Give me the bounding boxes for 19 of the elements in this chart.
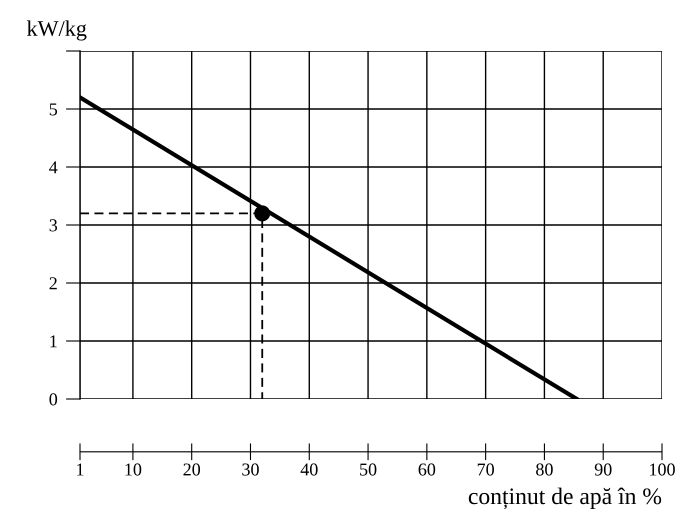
y-tick-label: 3	[50, 219, 58, 232]
y-axis-title: kW/kg	[26, 20, 87, 41]
x-tick-label: 70	[478, 463, 494, 476]
x-tick-label: 30	[242, 463, 259, 476]
x-tick-label: 10	[125, 463, 142, 476]
x-tick-label: 80	[536, 463, 553, 476]
y-tick-label: 0	[49, 393, 58, 406]
x-tick-label: 60	[418, 463, 436, 476]
x-tick-label: 20	[183, 463, 200, 476]
y-tick-label: 2	[50, 277, 57, 290]
x-tick-label: 1	[77, 464, 84, 476]
x-tick-label: 40	[300, 463, 318, 476]
y-tick-label: 5	[50, 103, 58, 116]
x-tick-label: 50	[360, 463, 376, 476]
x-axis-title: conținut de apă în %	[468, 488, 662, 510]
y-tick-label: 1	[50, 335, 57, 348]
x-tick-label: 90	[594, 463, 612, 476]
x-tick-label: 100	[650, 463, 675, 476]
y-tick-label: 4	[49, 161, 58, 174]
